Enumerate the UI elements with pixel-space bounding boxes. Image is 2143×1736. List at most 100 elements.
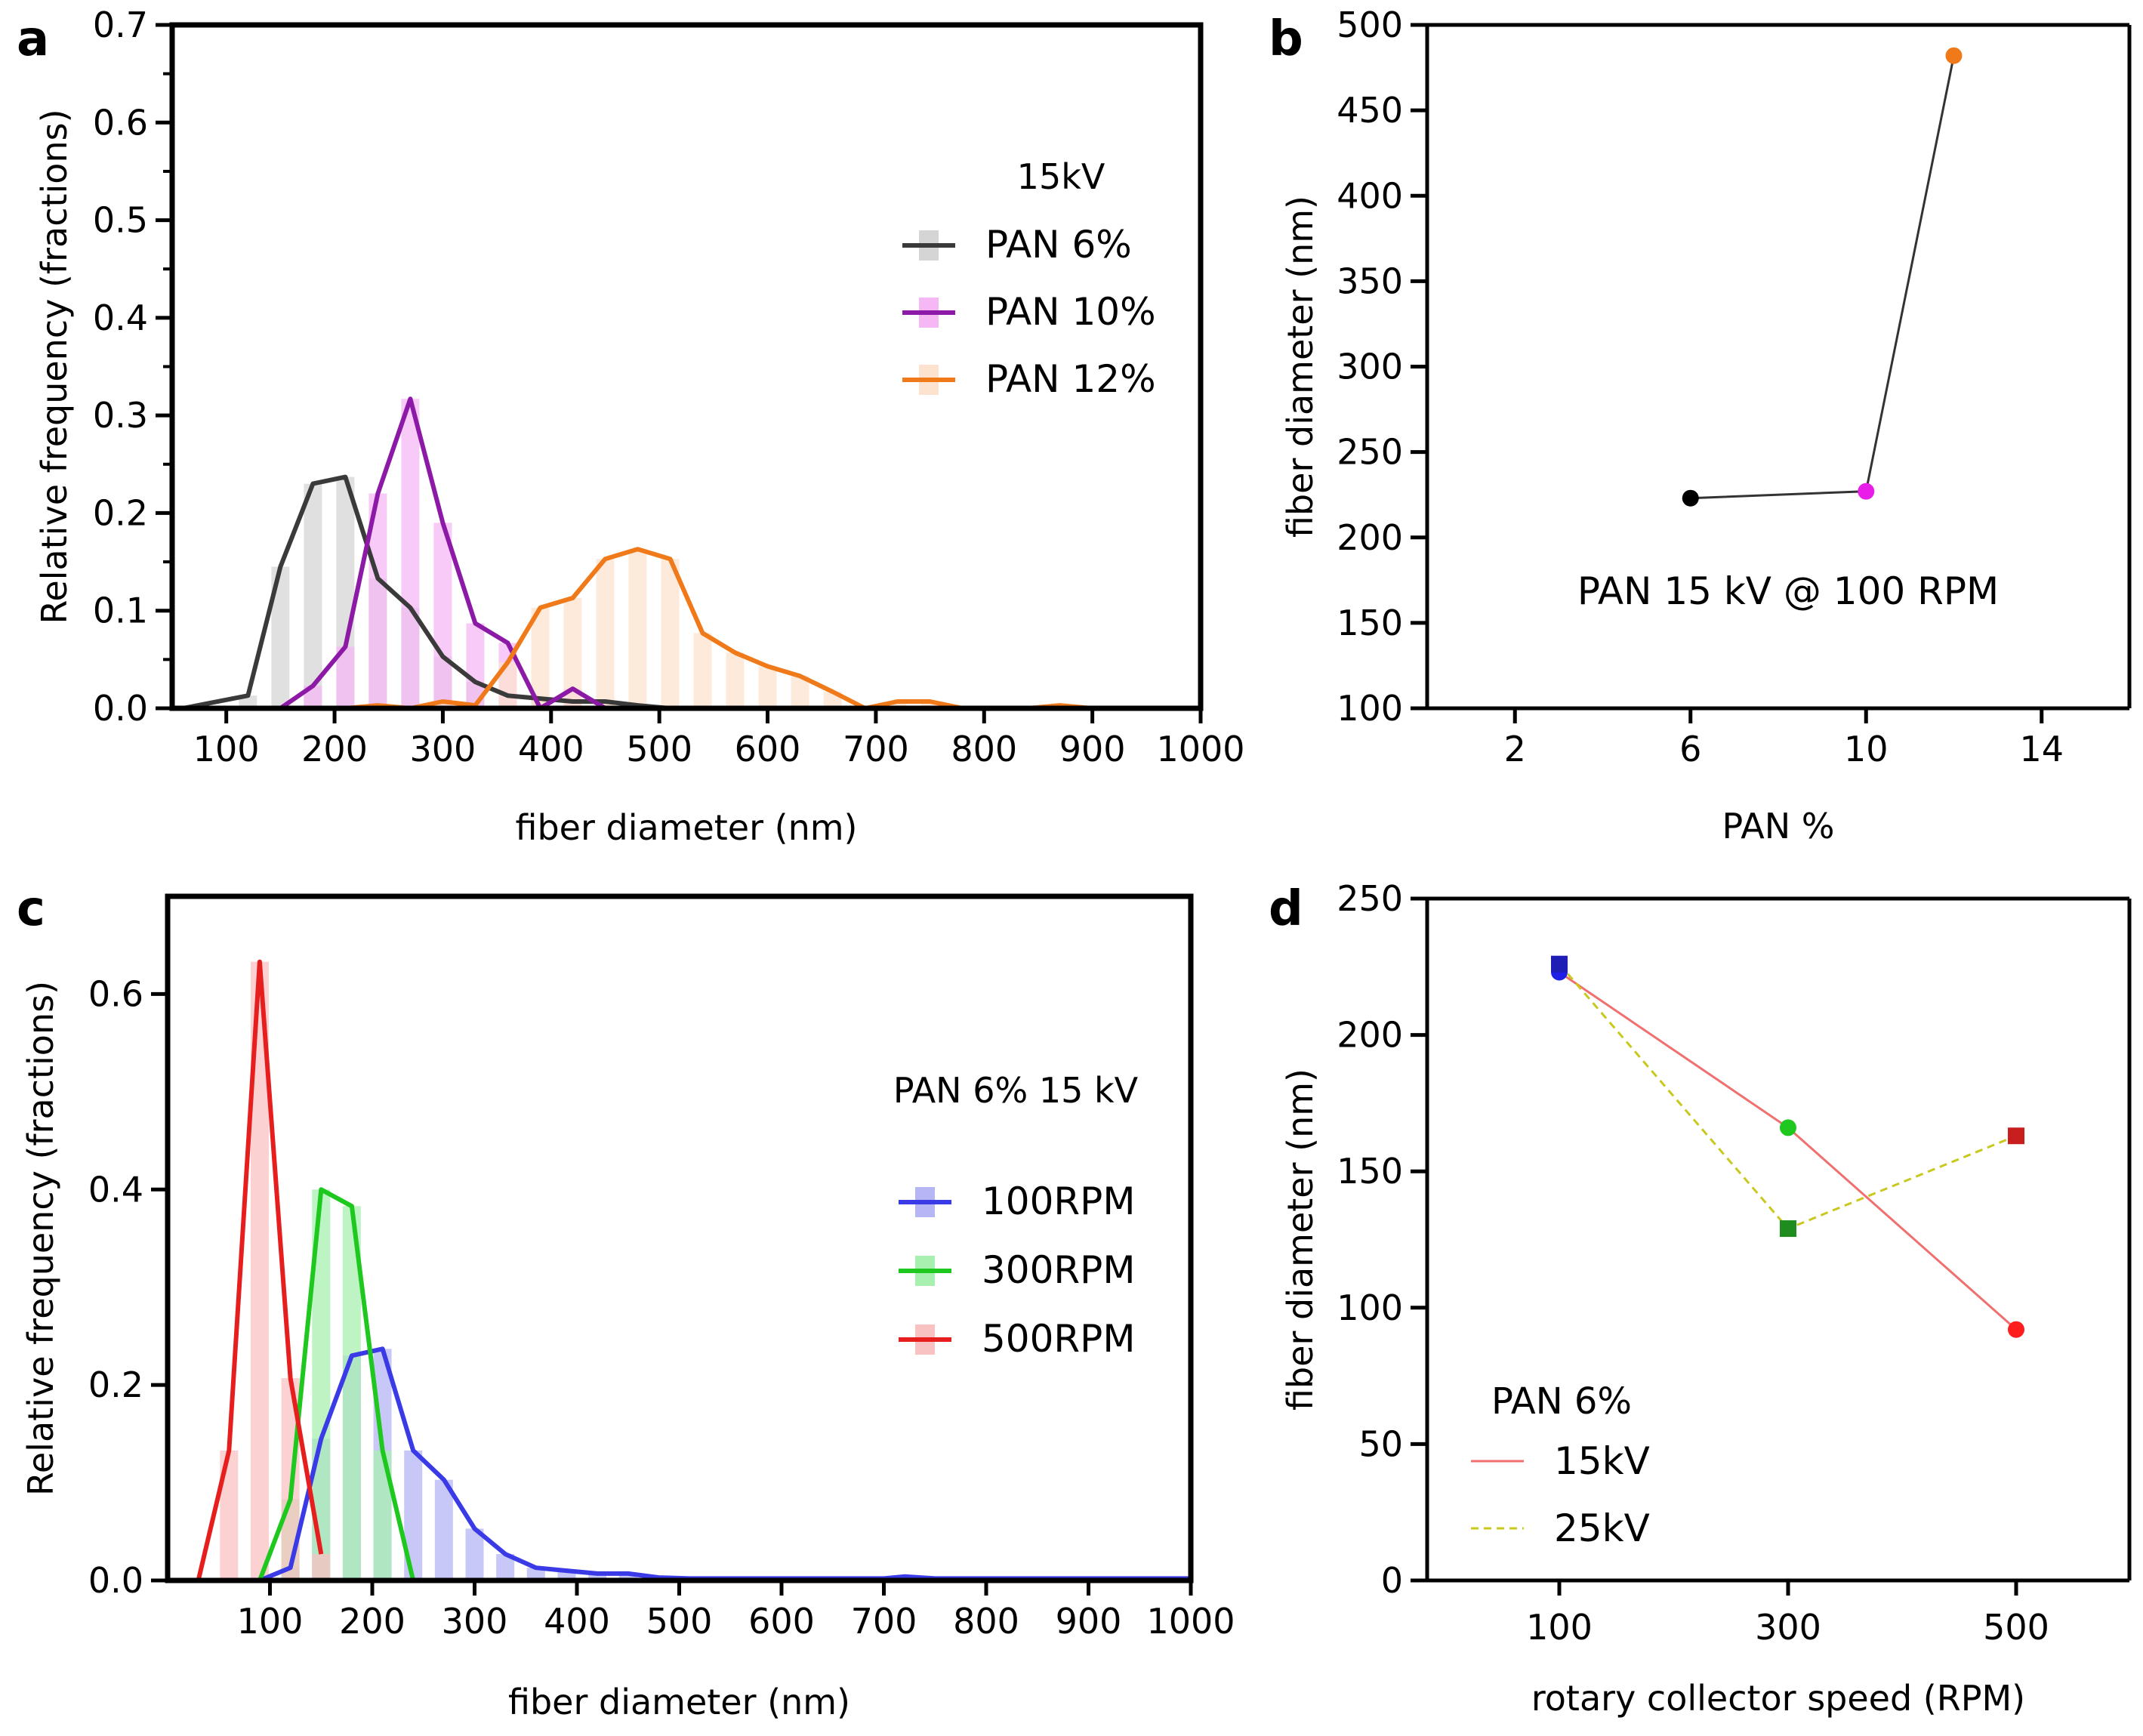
x-tick-label: 900 [1056,1601,1122,1642]
legend-label: 15kV [1554,1439,1650,1483]
panel-d: 0 50 100 150 200 250 100 300 500 PAN 6% 15kV 25kV ro… [1280,878,2132,1719]
data-point [1945,47,1963,64]
x-tick-label: 100 [193,729,260,769]
legend-title: PAN 6% 15 kV [893,1070,1139,1111]
legend-label: PAN 10% [985,290,1156,334]
x-tick-label: 500 [1983,1607,2049,1648]
series-line [196,959,324,1581]
x-tick-label: 200 [339,1601,405,1642]
legend-entry: PAN 12% [902,357,1156,401]
panel-label-b: b [1269,11,1303,67]
y-tick-label: 0.1 [93,590,148,631]
series-line [279,396,607,711]
y-axis-label: Relative frequency (fractions) [34,109,75,624]
x-tick-label: 600 [735,729,801,769]
legend-title: 15kV [1017,156,1105,197]
bar [588,1573,607,1580]
y-tick-label: 250 [1337,432,1403,473]
bars-pan-10- [304,399,582,708]
bars-pan-12- [433,549,939,708]
y-tick-label: 0.0 [88,1560,143,1601]
x-axis-label: fiber diameter (nm) [508,1682,850,1722]
legend-entry: 100RPM [899,1179,1135,1223]
x-tick-label: 300 [442,1601,508,1642]
series-line [182,474,1201,711]
bar [920,701,939,708]
y-tick-label: 200 [1337,517,1403,558]
bar [304,483,322,708]
y-tick-label: 100 [1337,1287,1403,1328]
bar [888,701,907,708]
y-tick-label: 0.2 [88,1364,143,1405]
bar [758,666,777,708]
panel-labels: a b c d [17,11,1303,937]
x-axis-label: fiber diameter (nm) [515,807,857,848]
y-tick-label: 150 [1337,1151,1403,1192]
x-tick-label: 700 [843,729,909,769]
series-line [1559,971,2017,1331]
series-line [1558,963,2017,1230]
y-tick-label: 0.5 [93,200,148,241]
bar [726,652,745,708]
y-tick-label: 100 [1337,688,1403,729]
x-tick-label: 500 [626,729,692,769]
bar [434,1479,453,1580]
data-point [2008,1321,2024,1338]
x-tick-label: 400 [518,729,584,769]
x-tick-label: 300 [410,729,476,769]
panel-c: PAN 6% 15 kV 100RPM 300RPM 500RPM 0.0 0.2 0.4 0… [20,893,1235,1722]
data-point [1858,483,1875,500]
x-tick-label: 1000 [1156,729,1244,769]
data-point [1551,955,1568,973]
x-tick-label: 800 [951,729,1017,769]
bar [401,399,420,708]
x-axis-label: PAN % [1722,806,1834,846]
bar [433,701,452,708]
y-tick-label: 0.4 [93,298,148,338]
legend-title: PAN 6% [1491,1380,1632,1423]
legend-label: 100RPM [982,1179,1135,1223]
bar [433,523,452,708]
x-tick-label: 6 [1679,729,1701,769]
bar [465,1528,484,1580]
x-tick-label: 10 [1844,729,1889,769]
data-point [2008,1127,2024,1145]
y-tick-label: 0.7 [93,5,148,45]
legend-entry: 300RPM [899,1248,1135,1292]
y-tick-label: 0.2 [93,492,148,533]
y-tick-label: 400 [1337,175,1403,216]
data-point [1780,1220,1796,1238]
x-tick-label: 200 [301,729,368,769]
bar [693,633,712,708]
y-tick-label: 150 [1337,603,1403,643]
y-axis-label: Relative frequency (fractions) [20,981,61,1496]
series-line [257,1187,416,1582]
legend-label: PAN 12% [985,357,1156,401]
panel-b: 100 150 200 250 300 350 400 450 500 2 6 10 14 PAN 15 … [1280,5,2132,846]
y-tick-label: 0.3 [93,395,148,436]
y-tick-label: 0.6 [93,102,148,143]
x-tick-label: 300 [1755,1607,1821,1648]
bar [618,1573,637,1580]
panel-label-d: d [1269,881,1303,937]
annotation: PAN 15 kV @ 100 RPM [1577,569,1999,613]
bars-100rpm [281,1349,637,1580]
legend-label: 300RPM [982,1248,1135,1292]
bars-pan-6- [239,476,615,708]
bar [596,559,615,708]
y-tick-label: 50 [1358,1423,1403,1464]
data-point [1682,489,1699,507]
y-axis-label: fiber diameter (nm) [1280,196,1321,538]
x-tick-label: 700 [851,1601,917,1642]
legend-entry: 500RPM [899,1317,1135,1361]
x-axis-label: rotary collector speed (RPM) [1531,1678,2025,1719]
x-tick-label: 1000 [1146,1601,1235,1642]
y-tick-label: 450 [1337,90,1403,131]
x-tick-label: 600 [748,1601,815,1642]
y-tick-label: 0 [1381,1560,1403,1601]
panel-a: 15kV PAN 6% PAN 10% PAN 12% 0.0 0.1 0.2 0.3 0.4 0… [34,5,1245,848]
bar [312,1554,331,1580]
x-tick-label: 400 [544,1601,610,1642]
x-tick-label: 900 [1059,729,1126,769]
